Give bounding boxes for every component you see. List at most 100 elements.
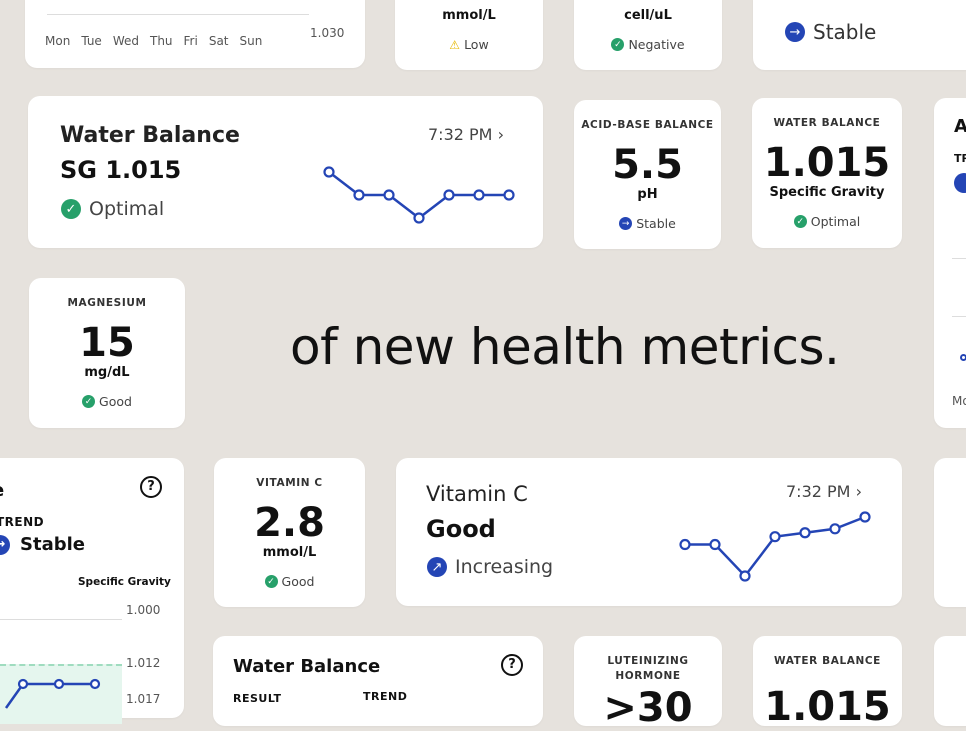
metric-card-negative[interactable]: cell/uL ✓ Negative bbox=[574, 0, 722, 70]
check-icon: ✓ bbox=[82, 395, 96, 408]
label: MAGNESIUM bbox=[67, 297, 147, 309]
label: VITAMIN C bbox=[256, 477, 323, 489]
check-icon: ✓ bbox=[61, 199, 81, 219]
card-title: Water Balance bbox=[233, 656, 381, 677]
water-balance-card[interactable]: Water Balance SG 1.015 ✓ Optimal 7:32 PM … bbox=[28, 96, 543, 248]
status-text: Optimal bbox=[810, 214, 861, 229]
luteinizing-card[interactable]: LUTEINIZING HORMONE >30 bbox=[574, 636, 722, 730]
value: 1.015 bbox=[763, 140, 891, 186]
partial-card-right-3[interactable] bbox=[934, 636, 966, 726]
arrow-up-right-icon: ↗ bbox=[427, 557, 447, 577]
trend-label: TR bbox=[954, 152, 966, 165]
day-label: Thu bbox=[149, 34, 173, 48]
status: ✓ Good bbox=[214, 574, 365, 589]
gridline bbox=[47, 14, 309, 15]
card-title: A bbox=[954, 116, 966, 137]
unit: cell/uL bbox=[624, 8, 672, 23]
time: 7:32 PM bbox=[786, 482, 851, 501]
acid-base-card[interactable]: ACID-BASE BALANCE 5.5 pH → Stable bbox=[574, 100, 721, 249]
trend-label: TREND bbox=[363, 690, 408, 703]
tick-label: 1.000 bbox=[126, 603, 161, 617]
footer-label: Mo bbox=[952, 394, 966, 408]
status-text: Good bbox=[281, 574, 315, 589]
data-point bbox=[859, 511, 871, 523]
unit: pH bbox=[637, 187, 658, 202]
data-point bbox=[960, 354, 966, 361]
unit: mg/dL bbox=[84, 365, 130, 380]
trend-text: Stable bbox=[813, 20, 877, 44]
timestamp: 7:32 PM › bbox=[786, 482, 862, 501]
card-title: e bbox=[0, 480, 4, 501]
unit: mmol/L bbox=[262, 545, 317, 560]
tick-label: 1.012 bbox=[126, 656, 161, 670]
water-balance-small-card[interactable]: WATER BALANCE 1.015 Specific Gravity ✓ Op… bbox=[752, 98, 902, 248]
magnesium-card[interactable]: MAGNESIUM 15 mg/dL ✓ Good bbox=[29, 278, 185, 428]
metric-card-stable[interactable]: → Stable bbox=[753, 0, 966, 70]
help-icon[interactable]: ? bbox=[501, 654, 523, 676]
chevron-right-icon[interactable]: › bbox=[855, 482, 862, 501]
data-point bbox=[353, 189, 365, 201]
trend: → Stable bbox=[0, 534, 85, 555]
status: ✓ Optimal bbox=[61, 198, 164, 220]
day-label: Sat bbox=[208, 34, 229, 48]
timestamp: 7:32 PM › bbox=[428, 125, 504, 144]
water-balance-detail-card[interactable]: e ? TREND → Stable Specific Gravity 1.000… bbox=[0, 458, 184, 724]
value: >30 bbox=[603, 685, 693, 731]
status: ✓ Negative bbox=[574, 37, 722, 52]
water-balance-sparkline bbox=[323, 166, 515, 224]
day-label: Mon bbox=[45, 34, 71, 48]
day-label: Wed bbox=[112, 34, 139, 48]
check-icon: ✓ bbox=[793, 215, 807, 228]
status-text: Increasing bbox=[455, 556, 554, 578]
chevron-right-icon[interactable]: › bbox=[497, 125, 504, 144]
arrow-right-icon: → bbox=[619, 217, 633, 230]
data-point bbox=[53, 678, 65, 690]
axis-label: Specific Gravity bbox=[78, 576, 171, 588]
status: ✓ Optimal bbox=[752, 214, 902, 229]
trend-text: Stable bbox=[20, 534, 85, 555]
axis-value: 1.030 bbox=[310, 26, 345, 40]
data-point bbox=[739, 570, 751, 582]
water-balance-bottom-small-card[interactable]: WATER BALANCE 1.015 bbox=[753, 636, 902, 729]
data-point bbox=[473, 189, 485, 201]
series-line bbox=[4, 682, 95, 709]
help-icon[interactable]: ? bbox=[140, 476, 162, 498]
data-point bbox=[709, 538, 721, 551]
value: 2.8 bbox=[254, 500, 325, 546]
status-text: Low bbox=[464, 37, 489, 52]
value: 5.5 bbox=[612, 142, 683, 188]
data-point bbox=[17, 678, 29, 690]
trend-label: TREND bbox=[0, 515, 45, 529]
day-label: Fri bbox=[183, 34, 198, 48]
status-text: Stable bbox=[636, 216, 676, 231]
unit: Specific Gravity bbox=[769, 185, 885, 200]
result-label: RESULT bbox=[233, 692, 282, 705]
gridline bbox=[0, 619, 122, 620]
vitamin-c-small-card[interactable]: VITAMIN C 2.8 mmol/L ✓ Good bbox=[214, 458, 365, 607]
data-point bbox=[443, 189, 455, 201]
weekly-chart-card[interactable]: 1.030 Mon Tue Wed Thu Fri Sat Sun bbox=[25, 0, 365, 68]
unit: mmol/L bbox=[442, 8, 496, 23]
gridline bbox=[952, 316, 966, 317]
data-point bbox=[89, 678, 101, 690]
value: 15 bbox=[79, 320, 135, 366]
time: 7:32 PM bbox=[428, 125, 493, 144]
gridline bbox=[952, 258, 966, 259]
status-text: Good bbox=[99, 394, 132, 409]
status: ↗ Increasing bbox=[427, 556, 553, 578]
status: ✓ Good bbox=[29, 394, 185, 409]
day-label: Sun bbox=[239, 34, 263, 48]
vitamin-c-card[interactable]: Vitamin C Good ↗ Increasing 7:32 PM › bbox=[396, 458, 902, 606]
partial-card-right-2[interactable] bbox=[934, 458, 966, 607]
check-icon: ✓ bbox=[611, 38, 625, 51]
card-title: Water Balance bbox=[60, 123, 240, 148]
metric-card-low[interactable]: mmol/L ⚠ Low bbox=[395, 0, 543, 70]
label: ACID-BASE BALANCE bbox=[581, 119, 714, 131]
partial-card-right[interactable]: A TR Mo bbox=[934, 98, 966, 428]
day-labels: Mon Tue Wed Thu Fri Sat Sun bbox=[45, 34, 262, 48]
label: WATER BALANCE bbox=[773, 117, 881, 129]
data-point bbox=[799, 527, 811, 539]
water-balance-bottom-card[interactable]: Water Balance ? RESULT TREND bbox=[213, 636, 543, 726]
arrow-right-icon: → bbox=[785, 22, 805, 42]
data-point bbox=[769, 531, 781, 543]
